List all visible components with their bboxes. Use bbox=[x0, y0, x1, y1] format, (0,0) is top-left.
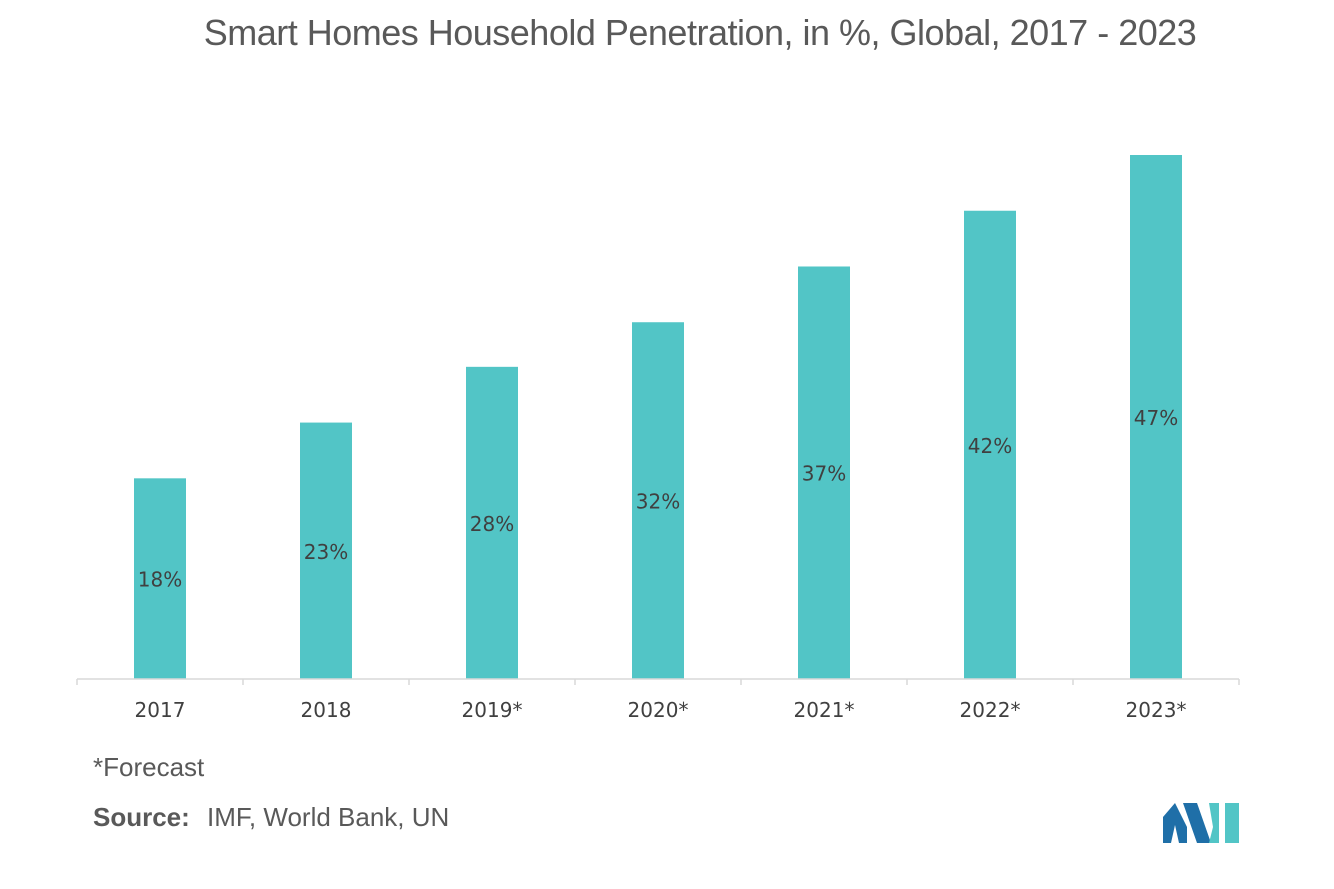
x-tick-label: 2021* bbox=[794, 698, 855, 722]
source-label: Source: bbox=[93, 802, 190, 832]
bar-2022 bbox=[964, 210, 1016, 679]
bar-2023 bbox=[1130, 155, 1182, 679]
logo-mid-stroke bbox=[1183, 803, 1211, 843]
x-axis bbox=[76, 678, 1240, 685]
x-tick-label: 2023* bbox=[1126, 698, 1187, 722]
bar-2018 bbox=[300, 422, 352, 679]
data-label: 47% bbox=[1134, 406, 1178, 430]
source-text: IMF, World Bank, UN bbox=[207, 802, 450, 832]
data-label: 23% bbox=[304, 540, 348, 564]
data-label: 18% bbox=[138, 568, 182, 592]
bar-2019 bbox=[466, 366, 518, 679]
x-tick-label: 2018 bbox=[301, 698, 352, 722]
source-line: Source: IMF, World Bank, UN bbox=[93, 802, 449, 833]
logo-light-stroke bbox=[1209, 803, 1239, 843]
data-label: 42% bbox=[968, 434, 1012, 458]
forecast-footnote: *Forecast bbox=[93, 752, 205, 782]
chart-title: Smart Homes Household Penetration, in %,… bbox=[203, 12, 1197, 53]
bars-layer bbox=[134, 155, 1182, 679]
data-label: 28% bbox=[470, 512, 514, 536]
x-tick-label: 2020* bbox=[628, 698, 689, 722]
brand-logo-icon bbox=[1163, 803, 1239, 843]
logo-dark-stroke bbox=[1163, 803, 1187, 843]
bar-2020 bbox=[632, 322, 684, 679]
labels-layer: 18% 2017 23% 2018 28% 2019* 32% 2020* 37% 2021* 42… bbox=[135, 406, 1187, 722]
x-tick-label: 2022* bbox=[960, 698, 1021, 722]
bar-2017 bbox=[134, 478, 186, 679]
data-label: 32% bbox=[636, 490, 680, 514]
x-tick-label: 2019* bbox=[462, 698, 523, 722]
bar-2021 bbox=[798, 266, 850, 679]
data-label: 37% bbox=[802, 462, 846, 486]
x-tick-label: 2017 bbox=[135, 698, 186, 722]
